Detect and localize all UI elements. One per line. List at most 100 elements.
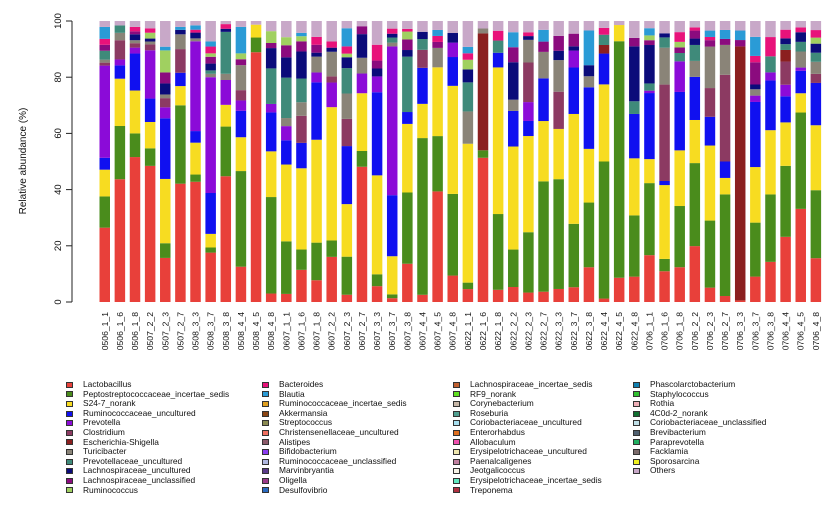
x-tick-label: 0607_3_8 [402,312,412,350]
x-tick-label: 0622_4_4 [599,312,609,350]
bar-stack-0706_1_1 [644,21,655,302]
bar-segment-prevotellaceae-uncultured [795,41,806,52]
legend-label: Jeotgalicoccus [470,465,525,476]
bar-segment-lachnospiraceae-uncultured [371,68,383,77]
bar-segment-turicibacter [205,73,216,78]
bar-segment-lachnospiraceae-uncultured [583,65,595,77]
bar-segment-bacteroides [371,44,383,61]
bar-segment-ruminococcus [402,31,413,40]
bar-segment-lachnospiraceae-unclassified [734,40,746,47]
bar-segment-prevotellaceae-uncultured [99,50,110,60]
bar-segment-lachnospiraceae-uncultured [780,38,791,45]
x-tick-label: 0607_3_7 [387,312,397,350]
bar-segment-lachnospiraceae-uncultured [190,32,201,39]
bar-segment-s24-7-norank [296,168,307,250]
legend-label: Desulfovibrio [279,484,328,495]
bar-segment-blautia [190,25,201,30]
bar-segment-ruminococcus [341,53,353,58]
bar-segment-bacteroides [190,29,201,33]
legend-item: Erysipelotrichaceae_incertae_sedis [453,475,602,486]
bar-segment-bacteroides [341,46,353,54]
bar-segment-lachnospiraceae-uncultured [417,31,428,40]
x-tick-label: 0508_3_7 [206,312,216,350]
bar-segment-s24-7-norank [311,139,322,243]
bar-segment-lactobacillus [402,263,413,302]
bar-stack-0622_1_8 [492,21,504,302]
legend-swatch [633,410,640,417]
bar-segment-prevotella [99,65,110,158]
bar-segment-turicibacter [129,40,141,44]
bar-stack-0508_3_7 [205,21,216,302]
bar-segment-lachnospiraceae-uncultured [644,45,655,84]
bar-segment-peptostreptococcaceae-incertae-sedis [613,41,625,278]
bar-segment-ruminococcus [235,53,247,60]
legend-item: Lachnospiraceae_incertae_sedis [453,379,602,390]
legend-label: Erysipelotrichaceae_uncultured [470,446,587,457]
bar-segment-ruminococcus [644,35,655,41]
bar-segment-prevotella [281,126,292,141]
bar-segment-lachnospiraceae-unclassified [402,39,413,51]
bar-segment-ruminococcaceae-uncultured [417,67,428,104]
x-tick-label: 0607_1_8 [312,312,322,350]
x-tick-label: 0706_3_7 [750,312,760,350]
bar-segment-lactobacillus [417,294,428,302]
bar-segment-others [750,21,761,37]
x-tick-label: 0706_1_8 [675,312,685,350]
bar-segment-lactobacillus [477,157,489,302]
bar-segment-others [583,21,595,31]
legend-item: Sporosarcina [633,456,766,467]
bar-segment-others [492,21,504,31]
bar-segment-bacteroides [462,53,474,60]
x-tick-label: 0706_1_6 [660,312,670,350]
bar-segment-s24-7-norank [583,148,595,203]
bar-segment-turicibacter [462,111,474,144]
legend-label: Oligella [279,474,307,485]
bar-stack-0506_1_8 [129,21,141,302]
bar-segment-lactobacillus [674,267,685,302]
bar-segment-peptostreptococcaceae-incertae-sedis [689,163,701,247]
bar-segment-bacteroides [810,30,822,38]
bar-segment-turicibacter [689,60,701,77]
bar-segment-lactobacillus [538,291,549,302]
bar-segment-turicibacter [296,102,307,116]
bar-segment-turicibacter [190,38,201,42]
bar-segment-ruminococcaceae-uncultured [568,67,580,114]
bars [99,21,822,302]
bar-segment-s24-7-norank [674,150,685,207]
bar-segment-peptostreptococcaceae-incertae-sedis [659,258,670,272]
bar-segment-ruminococcaceae-uncultured [689,76,701,120]
bar-segment-lachnospiraceae-unclassified [644,40,655,46]
x-tick-label: 0622_3_7 [569,312,579,350]
legend-label: Paraprevotella [650,436,705,447]
bar-segment-lachnospiraceae-unclassified [160,72,171,84]
bar-segment-others [734,21,746,31]
legend-item: 4C0d-2_norank [633,408,766,419]
bar-stack-0508_3_8 [220,21,232,302]
bar-segment-s24-7-norank [371,175,383,275]
bar-stack-0706_1_8 [674,21,685,302]
bar-segment-prevotellaceae-uncultured [644,83,655,91]
bar-segment-others [205,21,216,42]
bar-segment-s24-7-norank [114,78,126,127]
bar-segment-peptostreptococcaceae-incertae-sedis [341,256,353,295]
legend-label: Corynebacterium [470,398,534,409]
bar-segment-lactobacillus [265,293,277,302]
bar-segment-lactobacillus [523,292,534,302]
x-tick-label: 0607_4_5 [433,312,443,350]
legend-label: Bacteroides [279,379,324,389]
legend-item: Bifidobacterium [262,447,407,457]
bar-segment-prevotella [780,84,791,97]
bar-segment-lactobacillus [341,294,353,302]
bar-segment-lachnospiraceae-uncultured [205,63,216,71]
legend-swatch [262,429,269,436]
x-tick-label: 0506_1_6 [115,312,125,350]
bar-segment-others [447,21,458,34]
bar-segment-others [296,21,307,33]
bar-segment-bacteroides [386,28,398,34]
bar-segment-ruminococcus [205,53,216,57]
legend-swatch [262,458,269,465]
bar-segment-bacteroides [704,36,716,41]
x-tick-label: 0706_4_8 [811,312,821,350]
bar-segment-ruminococcaceae-uncultured [160,118,171,179]
bar-segment-escherichia-shigella [780,49,791,62]
